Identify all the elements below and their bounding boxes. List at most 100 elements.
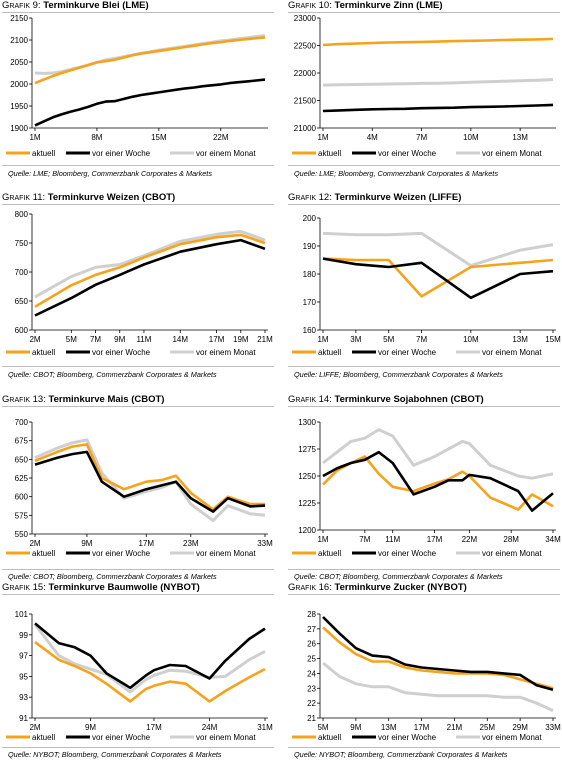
chart-title: Terminkurve Sojabohnen (CBOT) (334, 394, 484, 405)
x-tick-label: 4M (367, 133, 378, 142)
x-tick-label: 28M (503, 535, 519, 544)
y-tick-label: 99 (19, 631, 28, 640)
legend-label: aktuell (32, 149, 55, 158)
x-tick-label: 11M (136, 335, 151, 344)
x-tick-label: 33M (545, 723, 561, 732)
x-tick-label: 1M (317, 535, 328, 544)
y-tick-label: 26 (307, 640, 316, 649)
y-tick-label: 97 (19, 652, 28, 661)
y-tick-label: 170 (303, 298, 317, 307)
x-tick-label: 10M (463, 133, 479, 142)
legend-rule (288, 569, 560, 570)
x-tick-label: 7M (416, 133, 427, 142)
legend-label: vor einem Monat (196, 348, 256, 357)
x-tick-label: 29M (512, 723, 528, 732)
chart-panel: Grafik 13: Terminkurve Mais (CBOT) 550 57… (0, 394, 274, 584)
y-tick-label: 91 (19, 714, 28, 723)
series-woche-line (322, 103, 554, 113)
y-tick-label: 1950 (10, 102, 28, 111)
chart-title: Terminkurve Weizen (LIFFE) (334, 192, 462, 203)
y-tick-label: 180 (303, 270, 317, 279)
y-tick-label: 25 (307, 655, 316, 664)
figure-number: Grafik 12: (288, 192, 332, 203)
series-woche-line (322, 616, 554, 692)
legend-label: vor einem Monat (196, 149, 256, 158)
legend-label: aktuell (318, 149, 341, 158)
y-tick-label: 24 (307, 669, 316, 678)
legend-label: aktuell (32, 549, 55, 558)
y-tick-label: 1275 (298, 445, 316, 454)
legend-rule (288, 747, 560, 748)
y-tick-label: 1900 (10, 124, 28, 133)
x-tick-label: 34M (545, 535, 561, 544)
x-tick-label: 24M (202, 723, 218, 732)
line-chart: 1200 1225 1250 1275 1300 1M 7M 11M 17M 22M 28M 34M a… (292, 418, 561, 558)
source-note: Quelle: NYBOT; Bloomberg, Commerzbank Co… (294, 750, 508, 759)
y-tick-label: 575 (15, 511, 29, 520)
x-tick-label: 17M (427, 535, 443, 544)
legend-label: aktuell (32, 733, 55, 742)
y-tick-label: 700 (15, 268, 29, 277)
y-tick-label: 93 (19, 693, 28, 702)
series-monat-line (322, 661, 554, 712)
x-tick-label: 11M (385, 535, 400, 544)
legend-label: vor einer Woche (92, 348, 151, 357)
line-chart: 21000 21500 22000 22500 23000 1M 4M 7M 10M 13M akt… (292, 14, 556, 158)
figure-number: Grafik 16: (288, 582, 332, 593)
series-woche-line (34, 450, 266, 513)
series-monat-line (322, 428, 554, 480)
x-tick-label: 9M (81, 539, 92, 548)
source-note: Quelle: CBOT; Bloomberg, Commerzbank Cor… (8, 572, 217, 581)
legend-rule (2, 165, 274, 166)
legend-label: vor einem Monat (482, 149, 542, 158)
x-tick-label: 31M (257, 723, 273, 732)
chart-title: Terminkurve Baumwolle (NYBOT) (48, 582, 200, 593)
y-tick-label: 21 (307, 714, 316, 723)
y-tick-label: 650 (15, 297, 29, 306)
chart-heading: Grafik 16: Terminkurve Zucker (NYBOT) (288, 582, 467, 593)
figure-number: Grafik 15: (2, 582, 46, 593)
chart-panel: Grafik 15: Terminkurve Baumwolle (NYBOT)… (0, 582, 274, 772)
x-tick-label: 5M (383, 335, 394, 344)
chart-heading: Grafik 11: Terminkurve Weizen (CBOT) (2, 192, 175, 203)
source-note: Quelle: CBOT; Bloomberg, Commerzbank Cor… (294, 572, 503, 581)
series-woche-line (322, 257, 554, 300)
x-tick-label: 2M (29, 335, 40, 344)
series-woche-line (34, 622, 266, 690)
x-tick-label: 2M (29, 539, 40, 548)
line-chart: 550 575 600 625 650 675 700 2M 9M 17M 23M 33M aktuel… (6, 418, 273, 558)
y-tick-label: 23000 (294, 14, 317, 23)
chart-title: Terminkurve Weizen (CBOT) (47, 192, 176, 203)
series-monat-line (322, 231, 554, 268)
x-tick-label: 7M (90, 335, 101, 344)
x-tick-label: 21M (447, 723, 463, 732)
x-tick-label: 17M (414, 723, 430, 732)
legend-label: vor einem Monat (196, 549, 256, 558)
x-tick-label: 9M (85, 723, 96, 732)
y-tick-label: 2050 (10, 58, 28, 67)
title-rule (288, 12, 560, 13)
series-aktuell-line (322, 626, 554, 690)
x-tick-label: 14M (172, 335, 188, 344)
x-tick-label: 5M (317, 723, 328, 732)
chart-heading: Grafik 9: Terminkurve Blei (LME) (2, 0, 149, 11)
line-chart: 600 650 700 750 800 2M 5M 7M 9M 11M 14M 17M 19M 21M ak… (6, 210, 273, 357)
chart-title: Terminkurve Zinn (LME) (334, 0, 443, 11)
chart-heading: Grafik 10: Terminkurve Zinn (LME) (288, 0, 443, 11)
x-tick-label: 17M (209, 335, 225, 344)
x-tick-label: 5M (66, 335, 77, 344)
x-tick-label: 19M (233, 335, 249, 344)
title-rule (2, 204, 274, 205)
y-tick-label: 650 (15, 455, 29, 464)
chart-heading: Grafik 13: Terminkurve Mais (CBOT) (2, 394, 164, 405)
x-tick-label: 13M (512, 133, 528, 142)
figure-number: Grafik 13: (2, 394, 46, 405)
y-tick-label: 160 (303, 326, 317, 335)
x-tick-label: 25M (480, 723, 496, 732)
figure-number: Grafik 11: (2, 192, 46, 203)
chart-panel: Grafik 14: Terminkurve Sojabohnen (CBOT)… (286, 394, 561, 584)
x-tick-label: 2M (29, 723, 40, 732)
legend-rule (2, 366, 274, 367)
y-tick-label: 101 (15, 610, 29, 619)
series-aktuell-line (322, 257, 554, 298)
